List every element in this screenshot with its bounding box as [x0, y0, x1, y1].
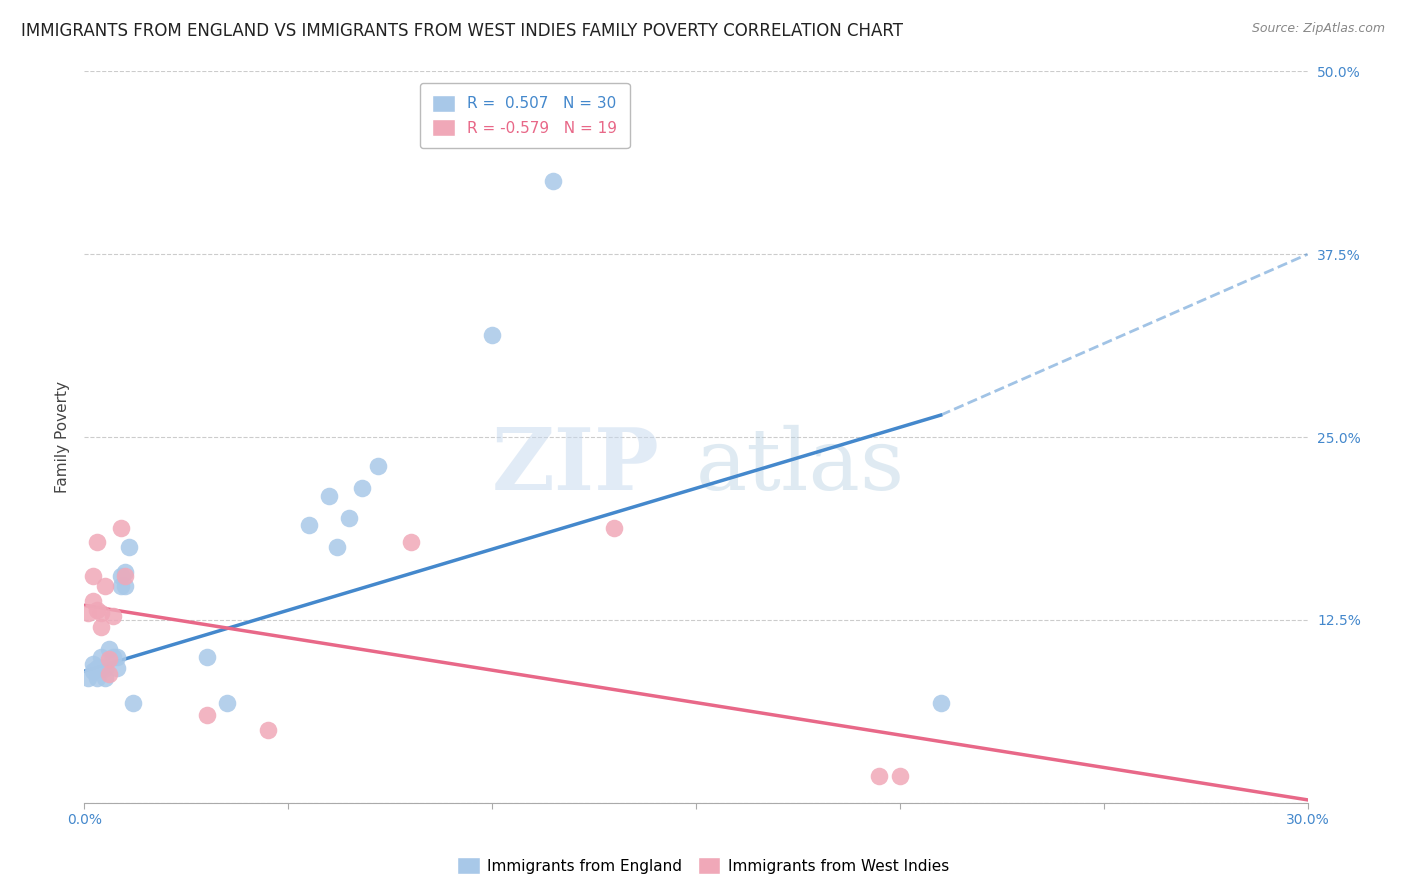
Text: ZIP: ZIP — [492, 425, 659, 508]
Point — [118, 540, 141, 554]
Legend: Immigrants from England, Immigrants from West Indies: Immigrants from England, Immigrants from… — [450, 851, 956, 880]
Point — [122, 696, 145, 710]
Point — [82, 569, 104, 583]
Point — [929, 696, 952, 710]
Point — [543, 174, 565, 188]
Point — [86, 603, 108, 617]
Point — [90, 620, 112, 634]
Text: IMMIGRANTS FROM ENGLAND VS IMMIGRANTS FROM WEST INDIES FAMILY POVERTY CORRELATIO: IMMIGRANTS FROM ENGLAND VS IMMIGRANTS FR… — [21, 22, 903, 40]
Text: Source: ZipAtlas.com: Source: ZipAtlas.com — [1251, 22, 1385, 36]
Point — [101, 608, 124, 623]
Point — [889, 769, 911, 783]
Point — [257, 723, 280, 737]
Point — [77, 606, 100, 620]
Point — [82, 594, 104, 608]
Point — [90, 661, 112, 675]
Point — [101, 649, 124, 664]
Point — [339, 510, 361, 524]
Point — [195, 649, 218, 664]
Point — [90, 606, 112, 620]
Point — [97, 642, 120, 657]
Y-axis label: Family Poverty: Family Poverty — [55, 381, 70, 493]
Point — [97, 652, 120, 666]
Point — [399, 535, 422, 549]
Point — [318, 489, 340, 503]
Point — [110, 521, 132, 535]
Point — [350, 481, 373, 495]
Point — [869, 769, 891, 783]
Point — [93, 661, 115, 675]
Point — [110, 569, 132, 583]
Point — [481, 327, 503, 342]
Point — [90, 649, 112, 664]
Point — [105, 661, 128, 675]
Point — [86, 661, 108, 675]
Point — [93, 579, 115, 593]
Point — [114, 565, 136, 579]
Point — [97, 667, 120, 681]
Point — [367, 459, 389, 474]
Point — [298, 517, 321, 532]
Point — [105, 649, 128, 664]
Point — [86, 535, 108, 549]
Point — [82, 664, 104, 678]
Point — [114, 569, 136, 583]
Text: atlas: atlas — [696, 425, 905, 508]
Point — [110, 579, 132, 593]
Point — [77, 672, 100, 686]
Point — [195, 708, 218, 723]
Legend: R =  0.507   N = 30, R = -0.579   N = 19: R = 0.507 N = 30, R = -0.579 N = 19 — [420, 83, 630, 148]
Point — [93, 672, 115, 686]
Point — [603, 521, 626, 535]
Point — [217, 696, 239, 710]
Point — [114, 579, 136, 593]
Point — [82, 657, 104, 671]
Point — [86, 672, 108, 686]
Point — [326, 540, 349, 554]
